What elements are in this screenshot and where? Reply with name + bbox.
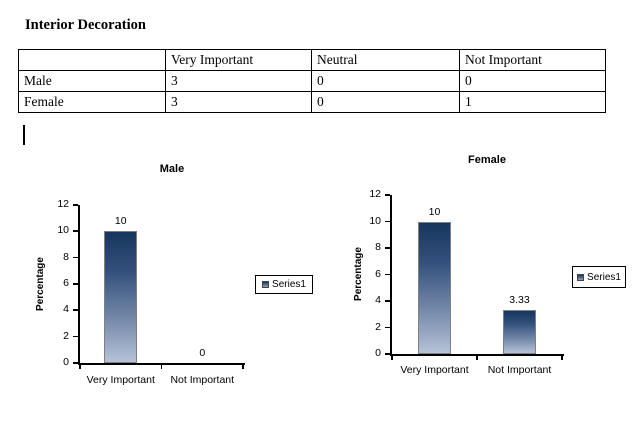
y-tick-mark (73, 256, 78, 259)
bar-very-important (104, 231, 138, 363)
y-axis-line (78, 205, 80, 365)
y-tick-mark (385, 194, 390, 196)
table-header-cell[interactable] (18, 49, 166, 71)
table-row: Female 3 0 1 (18, 91, 606, 113)
y-tick-mark (385, 300, 390, 302)
x-tick-mark (242, 363, 244, 369)
category-label: Not Important (170, 374, 235, 386)
legend: Series1 (572, 266, 626, 288)
table-value-cell[interactable]: 0 (311, 91, 460, 113)
table-row: Male 3 0 0 (18, 70, 606, 92)
y-tick-mark (385, 326, 390, 328)
y-tick-mark (73, 230, 78, 232)
table-value-cell[interactable]: 0 (459, 70, 606, 92)
table-header-row: Very Important Neutral Not Important (18, 49, 606, 71)
y-tick-mark (73, 204, 78, 206)
table-row-label-cell[interactable]: Male (18, 70, 166, 92)
y-tick-mark (73, 283, 78, 285)
chart-title: Male (159, 163, 185, 175)
y-tick-label: 2 (375, 320, 381, 333)
y-tick-mark (73, 309, 78, 311)
table-header-cell[interactable]: Not Important (459, 49, 606, 71)
y-tick-label: 4 (375, 294, 381, 306)
x-tick-mark (391, 354, 393, 360)
y-tick-label: 8 (63, 250, 69, 263)
survey-table: Very Important Neutral Not Important Male 3… (18, 49, 606, 113)
x-tick-mark (476, 354, 478, 360)
legend: Series1 (255, 275, 313, 294)
table-value-cell[interactable]: 0 (311, 70, 460, 92)
legend-label: Series1 (587, 271, 621, 283)
y-tick-label: 6 (375, 267, 381, 280)
page-title: Interior Decoration (25, 17, 146, 33)
data-label: 10 (114, 215, 127, 228)
category-label: Not Important (487, 364, 552, 376)
table-value-cell[interactable]: 1 (459, 91, 606, 113)
bar-not-important (503, 309, 536, 354)
x-tick-mark (160, 363, 162, 369)
chart-male[interactable]: Male Percentage 0 2 4 6 8 10 12 10 Very Important 0… (28, 150, 328, 398)
table-header-cell[interactable]: Neutral (311, 49, 460, 71)
y-tick-mark (385, 220, 390, 222)
bar-very-important (418, 221, 451, 354)
y-tick-label: 10 (369, 214, 381, 227)
table-row-label-cell[interactable]: Female (18, 91, 166, 113)
legend-marker-icon (262, 281, 270, 288)
y-tick-label: 12 (369, 188, 381, 200)
table-header-cell[interactable]: Very Important (165, 49, 312, 71)
table-value-cell[interactable]: 3 (165, 91, 312, 113)
y-tick-mark (385, 273, 390, 275)
table-value-cell[interactable]: 3 (165, 70, 312, 92)
legend-label: Series1 (272, 279, 306, 290)
y-tick-label: 0 (375, 347, 381, 359)
data-label: 3.33 (509, 293, 530, 306)
y-tick-label: 2 (63, 329, 69, 342)
data-label: 10 (428, 205, 441, 218)
chart-female[interactable]: Female Percentage 0 2 4 6 8 10 12 10 Very Importan… (345, 140, 635, 388)
y-tick-mark (385, 247, 390, 249)
category-label: Very Important (400, 364, 469, 376)
data-label: 0 (199, 347, 206, 359)
legend-marker-icon (577, 273, 585, 281)
y-tick-mark (73, 335, 78, 338)
x-tick-mark (561, 354, 563, 360)
y-tick-label: 4 (63, 303, 69, 316)
chart-title: Female (468, 154, 506, 166)
y-axis-line (390, 195, 392, 356)
y-tick-label: 12 (57, 198, 69, 210)
text-cursor (23, 125, 25, 145)
category-label: Very Important (86, 374, 155, 386)
y-tick-mark (385, 353, 390, 355)
y-tick-label: 10 (57, 224, 69, 237)
x-tick-mark (79, 363, 81, 369)
y-tick-label: 0 (63, 356, 69, 368)
y-tick-label: 6 (63, 277, 69, 289)
y-tick-label: 8 (375, 241, 381, 253)
y-tick-mark (73, 362, 78, 364)
